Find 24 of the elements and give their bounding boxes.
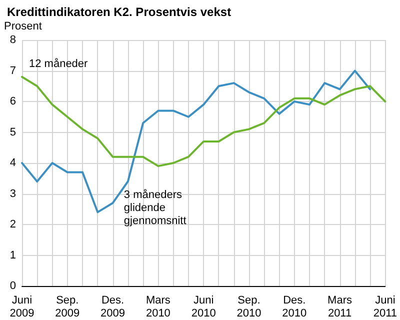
x-tick-label: Mars 2010 (146, 294, 171, 320)
x-tick-label: Juni 2009 (10, 294, 34, 320)
x-tick-label: Sep. 2010 (236, 294, 262, 320)
y-tick-label: 6 (10, 96, 16, 108)
series-label: 12 måneder (29, 58, 88, 70)
y-tick-label: 8 (10, 34, 16, 46)
x-tick-label: Juni 2010 (191, 294, 216, 320)
y-tick-label: 3 (10, 188, 16, 200)
y-tick-label: 0 (10, 280, 16, 292)
y-tick-label: 4 (10, 157, 16, 169)
line-series (21, 76, 386, 168)
y-tick-label: 5 (10, 126, 16, 138)
y-tick-label: 2 (10, 218, 16, 230)
series-label: 3 måneders glidende gjennomsnitt (124, 188, 186, 227)
x-tick-label: Des. 2009 (100, 294, 126, 320)
x-tick-label: Juni 2011 (373, 294, 397, 320)
x-tick-label: Des. 2010 (282, 294, 307, 320)
x-tick-label: Sep. 2009 (55, 294, 80, 320)
y-tick-label: 1 (10, 249, 16, 262)
chart-title: Kredittindikatoren K2. Prosentvis vekst (7, 5, 232, 19)
y-tick-label: 7 (10, 64, 16, 77)
x-tick-label: Mars 2011 (328, 294, 352, 320)
y-axis-title: Prosent (4, 20, 42, 32)
line-series (21, 70, 372, 214)
